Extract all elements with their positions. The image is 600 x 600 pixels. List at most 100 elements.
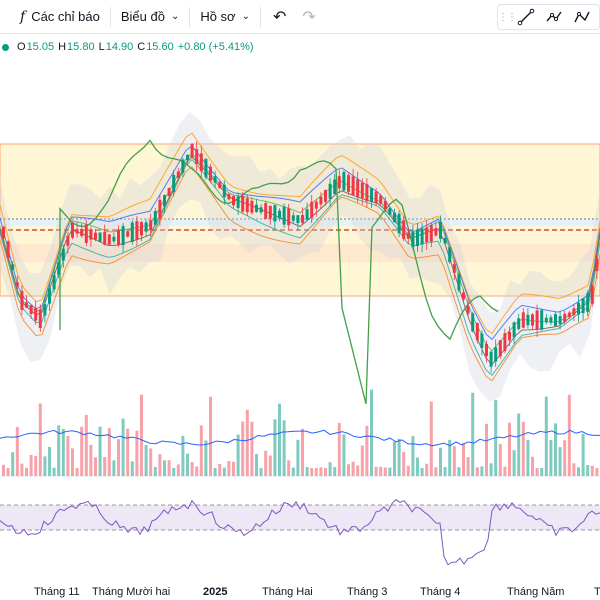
chart-type-dropdown[interactable]: Biểu đồ ⌄	[115, 3, 185, 31]
volume-bar	[411, 436, 415, 476]
candle-body	[305, 209, 309, 220]
volume-bar	[52, 467, 56, 476]
toolbar-divider	[259, 6, 261, 27]
volume-bar	[347, 464, 350, 476]
candle-body	[38, 309, 42, 328]
candle-body	[301, 215, 304, 223]
candle-body	[508, 331, 511, 341]
candle-body	[227, 194, 231, 200]
volume-bar	[577, 467, 580, 476]
candle-body	[121, 226, 125, 246]
candle-body	[199, 153, 203, 171]
volume-bar	[167, 460, 171, 476]
candle-body	[402, 220, 406, 239]
candle-body	[2, 226, 5, 239]
volume-bar	[66, 436, 70, 476]
candle-body	[291, 215, 295, 221]
time-label: Tháng Năm	[507, 586, 565, 598]
indicator-line	[0, 145, 600, 341]
time-label: 2025	[203, 586, 228, 598]
indicators-button[interactable]: f Các chỉ báo	[14, 3, 106, 31]
volume-bar	[282, 420, 286, 476]
trend-line-icon[interactable]	[512, 5, 540, 29]
ohlc-legend: O 15.05 H 15.80 L 14.90 C 15.60 +0.80 (+5.41…	[0, 38, 258, 56]
candle-body	[434, 228, 438, 236]
volume-bar	[158, 454, 162, 476]
volume-bar	[416, 457, 419, 476]
volume-bar	[540, 467, 544, 476]
volume-bar	[512, 450, 516, 476]
volume-bar	[466, 457, 470, 476]
volume-bar	[489, 463, 493, 476]
candle-body	[397, 213, 401, 234]
volume-bar	[163, 460, 166, 476]
candle-body	[512, 322, 516, 338]
candle-body	[425, 227, 429, 243]
volume-bar	[273, 419, 277, 476]
candle-body	[218, 182, 222, 189]
candle-body	[71, 222, 74, 238]
candle-body	[531, 314, 534, 326]
candle-body	[75, 229, 79, 234]
volume-bar	[291, 467, 295, 476]
candle-body	[89, 230, 93, 240]
volume-bar	[531, 456, 534, 476]
low-value: 14.90	[105, 41, 134, 53]
low-label: L	[98, 41, 105, 53]
candle-body	[379, 195, 383, 204]
volume-bar	[103, 457, 107, 476]
polyline-icon[interactable]	[568, 5, 596, 29]
volume-bar	[310, 467, 314, 476]
candle-body	[84, 224, 88, 243]
drag-handle-icon[interactable]: ⋮⋮	[498, 11, 517, 23]
candle-body	[544, 317, 548, 323]
path-icon[interactable]	[540, 5, 568, 29]
volume-bar	[89, 444, 93, 476]
candle-body	[494, 347, 498, 362]
volume-bar	[314, 467, 318, 476]
candle-body	[61, 248, 65, 261]
candle-body	[595, 258, 599, 272]
volume-bar	[250, 421, 254, 476]
volume-bar	[61, 428, 65, 476]
volume-bar	[535, 467, 539, 476]
volume-bar	[112, 460, 116, 476]
profile-dropdown[interactable]: Hồ sơ ⌄	[194, 3, 256, 31]
candle-body	[29, 305, 33, 315]
volume-bar	[388, 467, 392, 476]
volume-bar	[508, 422, 511, 476]
chart-type-label: Biểu đồ	[120, 9, 165, 24]
redo-button[interactable]: ↷	[294, 3, 323, 31]
candle-body	[517, 318, 521, 330]
volume-bar	[365, 425, 369, 476]
candle-body	[448, 247, 452, 262]
candle-body	[429, 225, 433, 242]
volume-bar	[324, 467, 327, 476]
close-value: 15.60	[146, 41, 174, 53]
volume-bar	[57, 425, 61, 476]
time-axis[interactable]: Tháng 11 Tháng Mười hai 2025 Tháng Hai T…	[0, 582, 600, 600]
candle-body	[356, 179, 360, 197]
undo-button[interactable]: ↶	[265, 3, 294, 31]
candle-body	[278, 210, 281, 219]
volume-bar	[181, 435, 185, 476]
chevron-down-icon: ⌄	[241, 11, 250, 22]
volume-bar	[581, 433, 585, 476]
volume-bar	[264, 450, 268, 476]
volume-bar	[43, 456, 47, 476]
volume-bar	[75, 467, 79, 476]
candle-body	[195, 149, 199, 164]
volume-bar	[278, 403, 281, 476]
volume-bar	[296, 439, 300, 476]
volume-bar	[544, 396, 548, 476]
toolbar-divider	[189, 6, 191, 27]
volume-bar	[517, 413, 521, 476]
candle-body	[181, 159, 185, 173]
candle-body	[250, 200, 254, 213]
volume-bar	[232, 461, 235, 476]
indicator-line	[0, 132, 600, 335]
candle-body	[526, 314, 530, 326]
candle-body	[324, 190, 327, 202]
